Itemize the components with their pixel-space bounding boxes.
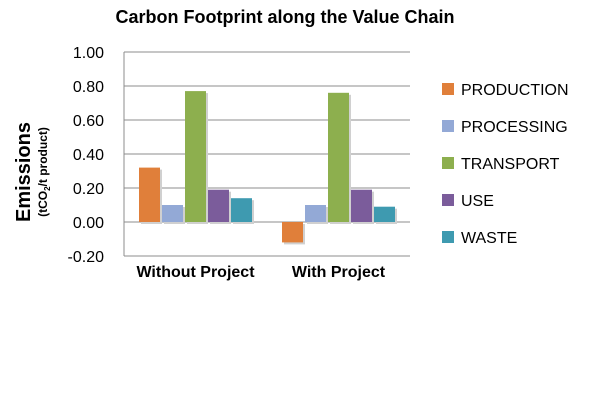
y-tick-label: 0.20 <box>73 181 104 198</box>
legend-swatch-processing <box>442 120 454 132</box>
y-axis-title: Emissions <box>13 122 35 222</box>
chart-title: Carbon Footprint along the Value Chain <box>115 7 454 27</box>
bar-waste-1 <box>374 206 395 222</box>
legend-swatch-transport <box>442 157 454 169</box>
bar-use-1 <box>351 189 372 222</box>
bars <box>139 91 397 245</box>
y-tick-labels: 1.00 0.80 0.60 0.40 0.20 0.00 -0.20 <box>68 45 105 266</box>
y-unit-suffix: /t product) <box>36 127 50 186</box>
bar-waste-0 <box>231 198 252 222</box>
y-unit-subscript: 2 <box>43 186 52 191</box>
bar-production-0 <box>139 167 160 222</box>
y-axis-unit: (tCO2/t product) <box>36 127 52 217</box>
y-tick-label: 0.60 <box>73 113 104 130</box>
y-tick-label: -0.20 <box>68 249 105 266</box>
y-axis-title-group: Emissions <box>13 122 35 222</box>
gridlines <box>124 51 410 257</box>
legend-label-production: PRODUCTION <box>461 82 569 99</box>
bar-transport-1 <box>328 92 349 222</box>
legend-swatch-use <box>442 194 454 206</box>
bar-production-1 <box>282 222 303 243</box>
x-category-label: Without Project <box>136 264 255 281</box>
bar-transport-0 <box>185 91 206 222</box>
y-tick-label: 0.80 <box>73 79 104 96</box>
legend: PRODUCTION PROCESSING TRANSPORT USE WASTE <box>442 82 569 247</box>
x-category-label: With Project <box>292 264 386 281</box>
bar-processing-0 <box>162 205 183 222</box>
bar-processing-1 <box>305 205 326 222</box>
y-tick-label: 0.00 <box>73 215 104 232</box>
y-tick-label: 0.40 <box>73 147 104 164</box>
y-unit-prefix: (tCO <box>36 191 50 217</box>
legend-swatch-production <box>442 83 454 95</box>
legend-label-processing: PROCESSING <box>461 119 568 136</box>
bar-use-0 <box>208 189 229 222</box>
legend-label-waste: WASTE <box>461 230 517 247</box>
y-axis-unit-group: (tCO2/t product) <box>36 127 52 217</box>
category-labels: Without Project With Project <box>136 264 385 281</box>
legend-swatch-waste <box>442 231 454 243</box>
y-tick-label: 1.00 <box>73 45 104 62</box>
legend-label-use: USE <box>461 193 494 210</box>
legend-label-transport: TRANSPORT <box>461 156 560 173</box>
